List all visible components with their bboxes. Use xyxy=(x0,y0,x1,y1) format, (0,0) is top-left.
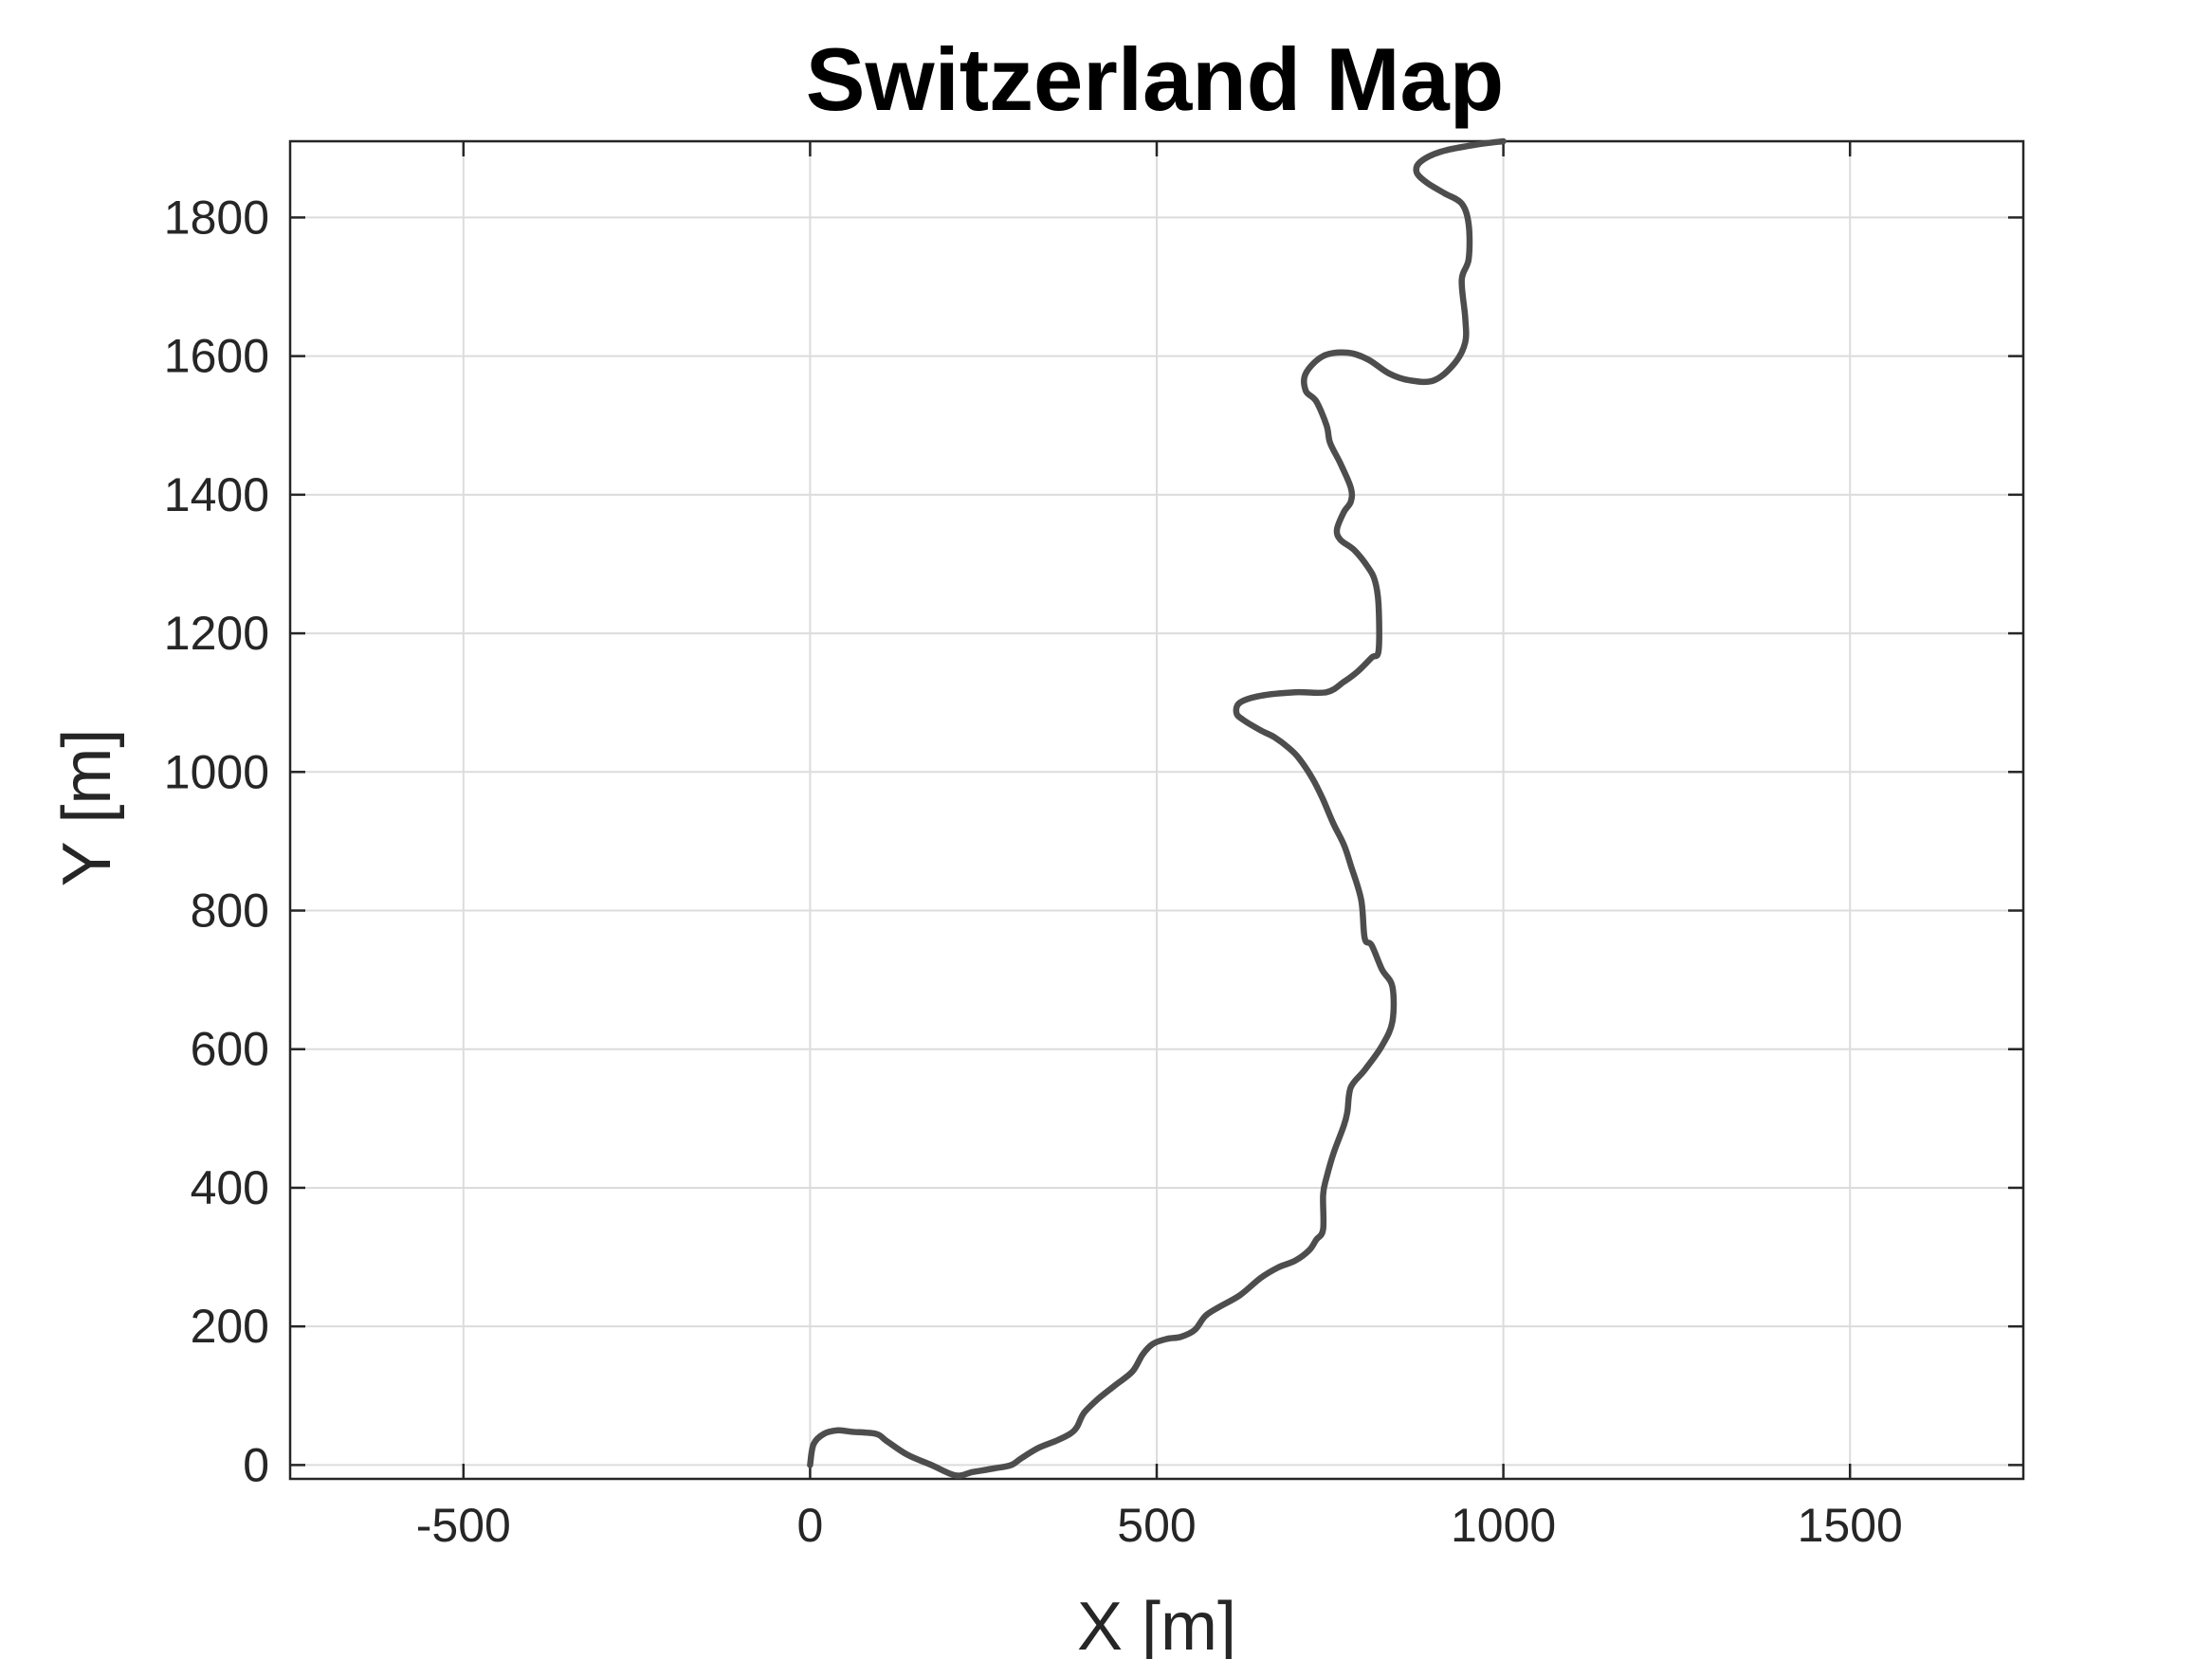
x-tick-label: 1000 xyxy=(1451,1499,1556,1552)
y-tick-label: 400 xyxy=(191,1161,269,1214)
y-tick-label: 800 xyxy=(191,884,269,938)
y-tick-label: 1400 xyxy=(164,468,269,521)
y-tick-label: 600 xyxy=(191,1023,269,1076)
chart-title: Switzerland Map xyxy=(806,29,1504,129)
y-tick-label: 1200 xyxy=(164,607,269,660)
y-tick-label: 0 xyxy=(243,1438,269,1491)
x-axis-label: X [m] xyxy=(1077,1589,1236,1659)
x-tick-label: 0 xyxy=(796,1499,823,1552)
x-tick-label: -500 xyxy=(416,1499,511,1552)
x-tick-label: 500 xyxy=(1117,1499,1196,1552)
axis-ticks: -500 0 500 1000 1500 0 200 400 600 800 1000 1200 140… xyxy=(164,141,2023,1552)
y-tick-label: 1800 xyxy=(164,191,269,244)
y-tick-label: 1600 xyxy=(164,330,269,383)
series-line xyxy=(807,137,1507,1479)
grid xyxy=(290,141,2023,1479)
y-tick-label: 200 xyxy=(191,1300,269,1353)
series-layer xyxy=(807,137,1507,1479)
y-tick-label: 1000 xyxy=(164,745,269,798)
x-tick-label: 1500 xyxy=(1798,1499,1903,1552)
y-axis-label: Y [m] xyxy=(49,729,125,887)
